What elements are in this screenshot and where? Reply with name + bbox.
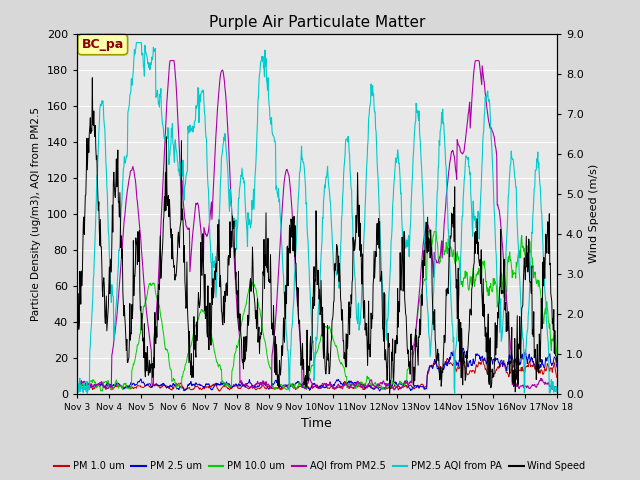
X-axis label: Time: Time <box>301 417 332 430</box>
Y-axis label: Wind Speed (m/s): Wind Speed (m/s) <box>589 164 599 263</box>
Text: BC_pa: BC_pa <box>82 38 124 51</box>
Title: Purple Air Particulate Matter: Purple Air Particulate Matter <box>209 15 425 30</box>
Legend: PM 1.0 um, PM 2.5 um, PM 10.0 um, AQI from PM2.5, PM2.5 AQI from PA, Wind Speed: PM 1.0 um, PM 2.5 um, PM 10.0 um, AQI fr… <box>51 457 589 475</box>
Y-axis label: Particle Density (ug/m3), AQI from PM2.5: Particle Density (ug/m3), AQI from PM2.5 <box>31 107 41 321</box>
